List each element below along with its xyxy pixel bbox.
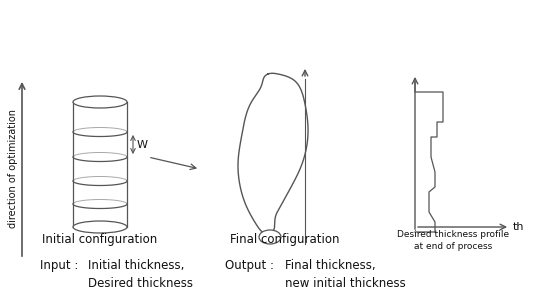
Text: Output :: Output : <box>225 259 282 272</box>
Text: Desired thickness profile
at end of process: Desired thickness profile at end of proc… <box>397 230 509 251</box>
Ellipse shape <box>73 96 127 108</box>
Text: Initial thickness,
Desired thickness: Initial thickness, Desired thickness <box>88 259 193 287</box>
Text: Final configuration: Final configuration <box>230 233 340 246</box>
Ellipse shape <box>259 230 281 244</box>
Bar <box>73 102 127 227</box>
Text: direction of optimization: direction of optimization <box>8 110 18 228</box>
Text: Final thickness,
new initial thickness: Final thickness, new initial thickness <box>285 259 406 287</box>
Ellipse shape <box>73 221 127 233</box>
Text: th: th <box>513 222 525 232</box>
Text: Initial configuration: Initial configuration <box>42 233 158 246</box>
Text: W: W <box>137 139 148 150</box>
Text: Input :: Input : <box>40 259 94 272</box>
